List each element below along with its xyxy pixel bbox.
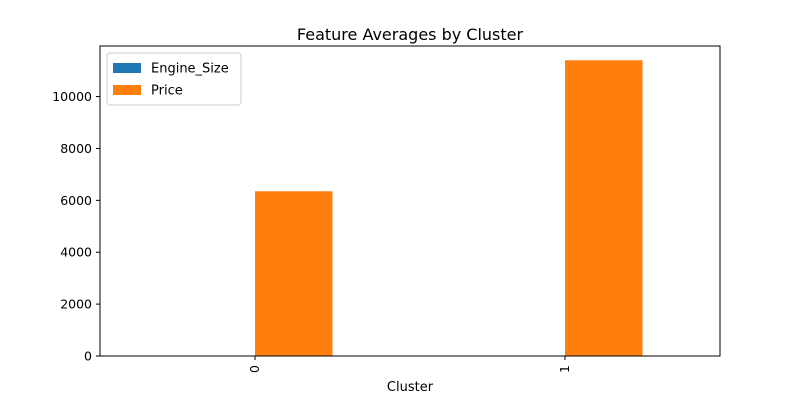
bars-layer — [178, 60, 643, 356]
y-tick-label: 6000 — [60, 193, 92, 208]
y-tick-label: 4000 — [60, 245, 92, 260]
bar-price-cluster-0 — [255, 191, 333, 356]
x-tick-label: 1 — [557, 365, 572, 373]
x-tick-label: 0 — [247, 365, 262, 373]
y-tick-label: 10000 — [52, 89, 92, 104]
chart-title: Feature Averages by Cluster — [297, 25, 524, 44]
y-tick-label: 0 — [84, 349, 92, 364]
x-axis-label: Cluster — [387, 380, 434, 395]
legend-label: Engine_Size — [151, 62, 229, 77]
y-axis: 0 2000 4000 6000 8000 10000 — [52, 89, 100, 363]
legend-swatch — [113, 63, 141, 73]
bar-price-cluster-1 — [565, 60, 643, 356]
y-tick-label: 8000 — [60, 141, 92, 156]
y-tick-label: 2000 — [60, 297, 92, 312]
legend: Engine_Size Price — [107, 53, 241, 105]
legend-swatch — [113, 85, 141, 95]
legend-label: Price — [151, 84, 183, 99]
